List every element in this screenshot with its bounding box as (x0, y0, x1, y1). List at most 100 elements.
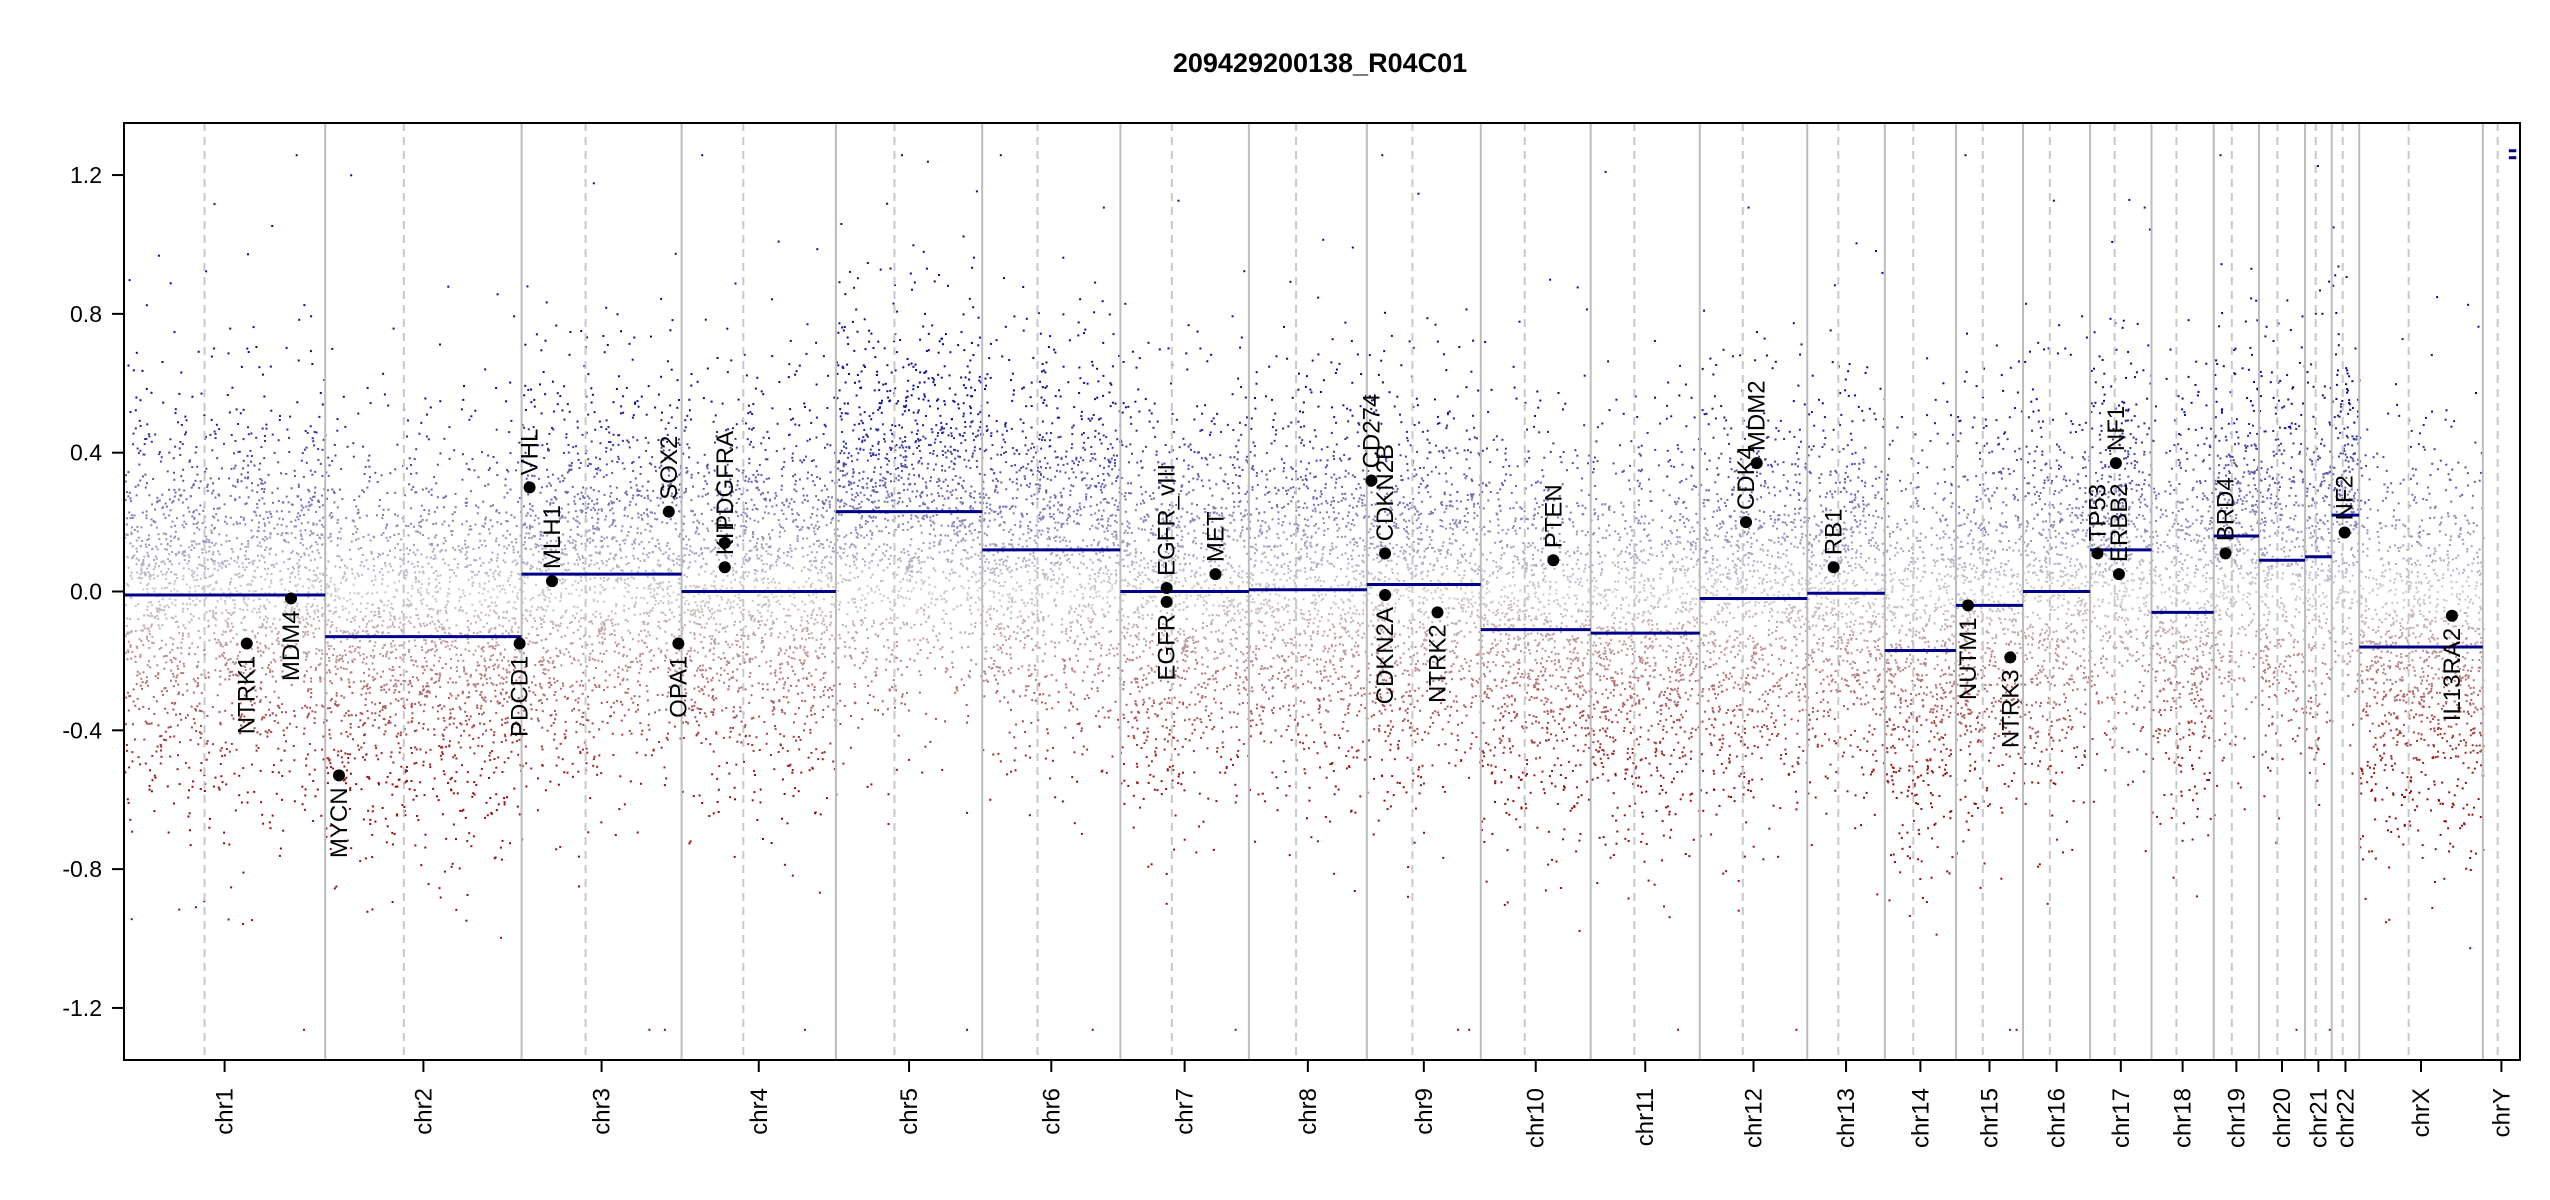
probe-point (170, 637, 172, 639)
probe-point (319, 506, 321, 508)
probe-point (266, 511, 268, 513)
probe-point (201, 692, 203, 694)
probe-point (252, 563, 254, 565)
probe-point (298, 518, 300, 520)
probe-point (223, 592, 225, 594)
probe-point (222, 646, 224, 648)
probe-point (269, 548, 271, 550)
probe-point (165, 731, 167, 733)
probe-point (191, 570, 193, 572)
probe-point (153, 568, 155, 570)
probe-point (252, 631, 254, 633)
probe-point (140, 564, 142, 566)
probe-point (304, 705, 306, 707)
probe-point (145, 763, 147, 765)
probe-point (267, 667, 269, 669)
probe-point (240, 585, 242, 587)
probe-point (130, 644, 132, 646)
probe-point (193, 523, 195, 525)
probe-point (309, 534, 311, 536)
probe-point (244, 602, 246, 604)
probe-point (293, 710, 295, 712)
probe-point (268, 522, 270, 524)
chart-title: 209429200138_R04C01 (1173, 48, 1467, 78)
probe-point (232, 485, 234, 487)
probe-point (218, 428, 220, 430)
probe-point (264, 549, 266, 551)
probe-point (197, 665, 199, 667)
probe-point (177, 665, 179, 667)
probe-point (173, 735, 175, 737)
probe-point (146, 552, 148, 554)
probe-point (201, 674, 203, 676)
probe-point (214, 497, 216, 499)
probe-point (148, 640, 150, 642)
probe-point (167, 558, 169, 560)
probe-point (127, 495, 129, 497)
probe-point (316, 523, 318, 525)
probe-point (145, 487, 147, 489)
probe-point (229, 411, 231, 413)
probe-point (313, 586, 315, 588)
probe-point (292, 504, 294, 506)
probe-point (296, 516, 298, 518)
probe-point (126, 583, 128, 585)
probe-point (221, 567, 223, 569)
probe-point (199, 637, 201, 639)
probe-point (213, 786, 215, 788)
probe-point (215, 658, 217, 660)
probe-point (265, 673, 267, 675)
probe-point (279, 570, 281, 572)
probe-point (130, 575, 132, 577)
probe-point (200, 788, 202, 790)
probe-point (224, 600, 226, 602)
probe-point (175, 599, 177, 601)
probe-point (310, 696, 312, 698)
probe-point (212, 553, 214, 555)
probe-point (298, 319, 300, 321)
probe-point (132, 723, 134, 725)
probe-point (174, 702, 176, 704)
probe-point (265, 714, 267, 716)
probe-point (141, 567, 143, 569)
probe-point (164, 587, 166, 589)
probe-point (196, 574, 198, 576)
probe-point (182, 694, 184, 696)
probe-point (235, 810, 237, 812)
probe-point (310, 692, 312, 694)
probe-point (260, 576, 262, 578)
probe-point (287, 532, 289, 534)
probe-point (143, 556, 145, 558)
probe-point (202, 522, 204, 524)
probe-point (137, 671, 139, 673)
probe-point (236, 537, 238, 539)
probe-point (233, 452, 235, 454)
probe-point (137, 698, 139, 700)
probe-point (188, 560, 190, 562)
probe-point (202, 510, 204, 512)
probe-point (220, 643, 222, 645)
probe-point (290, 521, 292, 523)
probe-point (193, 532, 195, 534)
probe-point (211, 449, 213, 451)
probe-point (198, 564, 200, 566)
probe-point (158, 538, 160, 540)
probe-point (136, 683, 138, 685)
probe-point (128, 365, 130, 367)
probe-point (227, 668, 229, 670)
probe-point (200, 737, 202, 739)
probe-point (162, 598, 164, 600)
probe-point (156, 527, 158, 529)
probe-point (258, 499, 260, 501)
probe-point (261, 718, 263, 720)
probe-point (135, 486, 137, 488)
probe-point (312, 437, 314, 439)
probe-point (243, 598, 245, 600)
probe-point (294, 608, 296, 610)
probe-point (263, 556, 265, 558)
probe-point (161, 588, 163, 590)
probe-point (175, 492, 177, 494)
probe-point (183, 567, 185, 569)
probe-point (245, 629, 247, 631)
probe-point (151, 755, 153, 757)
